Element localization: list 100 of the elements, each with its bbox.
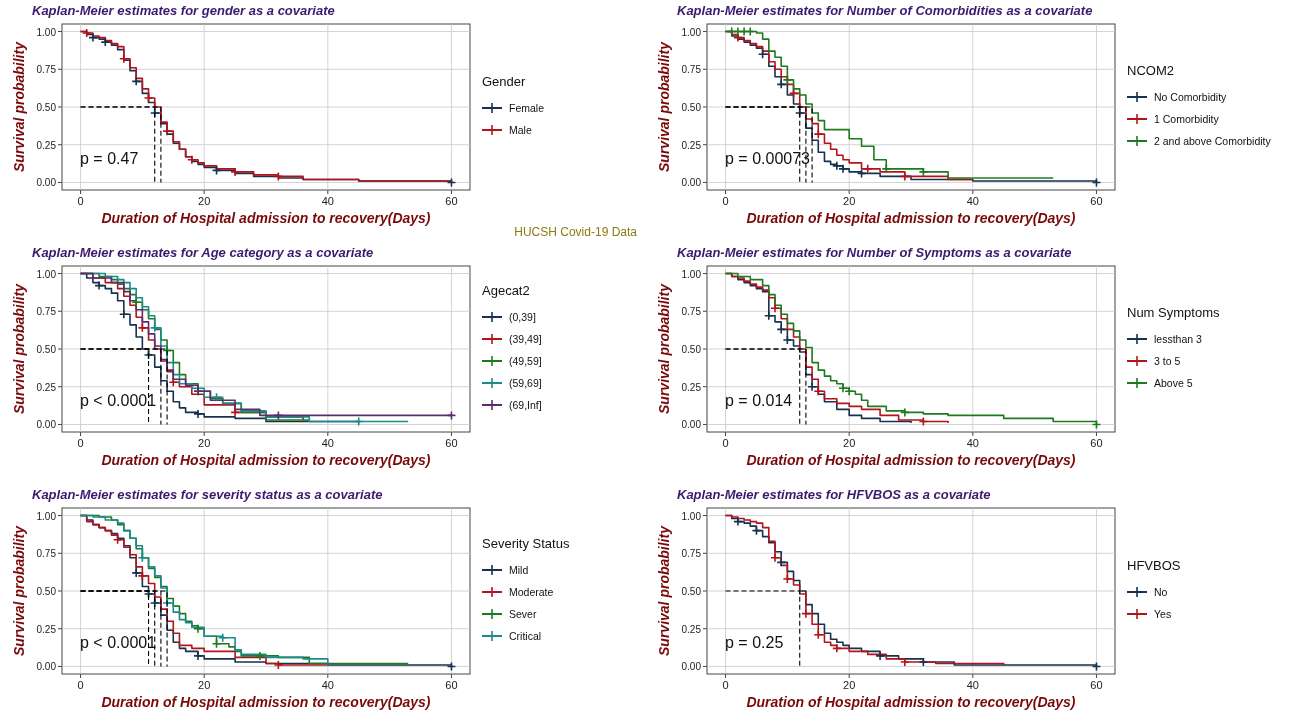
annotation: p = 0.014	[725, 392, 793, 410]
legend-label: 1 Comorbidity	[1154, 113, 1220, 125]
legend-label: Sever	[509, 608, 537, 620]
legend-label: (39,49]	[509, 333, 542, 345]
y-tick-label: 0.75	[36, 64, 57, 76]
x-axis-title: Duration of Hospital admission to recovery(Days)	[101, 694, 431, 710]
x-tick-label: 0	[722, 679, 729, 691]
y-tick-label: 1.00	[681, 268, 702, 280]
legend-label: Female	[509, 102, 545, 114]
x-tick-label: 20	[843, 437, 856, 449]
legend-title: Agecat2	[482, 283, 530, 298]
legend-label: 3 to 5	[1154, 355, 1181, 367]
x-tick-label: 20	[198, 679, 211, 691]
y-tick-label: 0.25	[681, 623, 702, 635]
annotation: p = 0.00073	[725, 150, 811, 168]
annotation: p = 0.47	[80, 150, 139, 168]
x-tick-label: 0	[722, 437, 729, 449]
x-tick-label: 0	[77, 679, 84, 691]
x-tick-label: 0	[77, 437, 84, 449]
x-tick-label: 60	[445, 437, 458, 449]
y-tick-label: 1.00	[681, 510, 702, 522]
y-tick-label: 0.25	[681, 381, 702, 393]
legend-label: Yes	[1154, 608, 1172, 620]
y-tick-label: 0.25	[681, 139, 702, 151]
y-tick-label: 0.75	[681, 64, 702, 76]
legend-title: Severity Status	[482, 536, 570, 551]
legend-label: (49,59]	[509, 355, 542, 367]
legend-label: Moderate	[509, 586, 554, 598]
y-tick-label: 0.75	[36, 306, 57, 318]
y-tick-label: 0.75	[681, 548, 702, 560]
x-tick-label: 40	[321, 195, 334, 207]
legend-label: Male	[509, 124, 532, 136]
legend-title: NCOM2	[1127, 63, 1174, 78]
x-axis-title: Duration of Hospital admission to recovery(Days)	[746, 452, 1076, 468]
y-tick-label: 0.50	[36, 586, 57, 597]
legend-label: (69,Inf]	[509, 399, 542, 411]
y-axis-title: Survival probability	[656, 524, 672, 656]
x-tick-label: 20	[198, 437, 211, 449]
legend-label: Critical	[509, 630, 542, 642]
y-tick-label: 0.00	[681, 419, 702, 431]
x-tick-label: 40	[966, 437, 979, 449]
x-tick-label: 60	[445, 679, 458, 691]
legend-label: No	[1154, 586, 1168, 598]
x-tick-label: 20	[198, 195, 211, 207]
x-tick-label: 60	[445, 195, 458, 207]
y-tick-label: 0.00	[36, 177, 57, 189]
x-tick-label: 60	[1090, 437, 1103, 449]
legend-label: Mild	[509, 564, 529, 576]
y-tick-label: 0.25	[36, 381, 57, 393]
legend-label: Above 5	[1154, 377, 1193, 389]
y-tick-label: 0.75	[36, 548, 57, 560]
x-axis-title: Duration of Hospital admission to recovery(Days)	[746, 694, 1076, 710]
x-axis-title: Duration of Hospital admission to recovery(Days)	[746, 210, 1076, 226]
text: HUCSH Covid-19 Data	[514, 225, 638, 239]
y-tick-label: 0.75	[681, 306, 702, 318]
x-axis-title: Duration of Hospital admission to recovery(Days)	[101, 452, 431, 468]
x-tick-label: 40	[966, 195, 979, 207]
y-axis-title: Survival probability	[11, 524, 27, 656]
x-tick-label: 40	[966, 679, 979, 691]
y-tick-label: 0.25	[36, 139, 57, 151]
y-axis-title: Survival probability	[656, 282, 672, 414]
annotation: p < 0.0001	[80, 634, 157, 652]
y-tick-label: 1.00	[681, 26, 702, 38]
annotation: p = 0.25	[725, 634, 784, 652]
chart-title: Kaplan-Meier estimates for Number of Comorbidities as a covariate	[677, 3, 1093, 18]
legend-label: (0,39]	[509, 311, 536, 323]
chart-title: Kaplan-Meier estimates for HFVBOS as a covariate	[677, 487, 991, 502]
y-tick-label: 0.00	[36, 661, 57, 673]
y-tick-label: 0.00	[681, 661, 702, 673]
legend-title: Num Symptoms	[1127, 305, 1220, 320]
y-tick-label: 1.00	[36, 26, 57, 38]
x-tick-label: 0	[722, 195, 729, 207]
legend-label: lessthan 3	[1154, 333, 1203, 345]
legend-label: 2 and above Comorbidity	[1154, 135, 1272, 147]
y-tick-label: 1.00	[36, 268, 57, 280]
legend-title: HFVBOS	[1127, 558, 1181, 573]
y-tick-label: 0.25	[36, 623, 57, 635]
x-tick-label: 60	[1090, 195, 1103, 207]
chart-title: Kaplan-Meier estimates for Age category as a covariate	[32, 245, 374, 260]
y-tick-label: 0.00	[36, 419, 57, 431]
y-tick-label: 0.50	[681, 102, 702, 113]
x-tick-label: 20	[843, 195, 856, 207]
y-tick-label: 0.00	[681, 177, 702, 189]
annotation: p < 0.0001	[80, 392, 157, 410]
chart-title: Kaplan-Meier estimates for severity status as a covariate	[32, 487, 383, 502]
y-tick-label: 1.00	[36, 510, 57, 522]
y-tick-label: 0.50	[36, 344, 57, 355]
y-tick-label: 0.50	[681, 586, 702, 597]
x-tick-label: 40	[321, 679, 334, 691]
legend-label: (59,69]	[509, 377, 542, 389]
x-tick-label: 0	[77, 195, 84, 207]
x-axis-title: Duration of Hospital admission to recovery(Days)	[101, 210, 431, 226]
chart-title: Kaplan-Meier estimates for Number of Symptoms as a covariate	[677, 245, 1072, 260]
x-tick-label: 20	[843, 679, 856, 691]
y-axis-title: Survival probability	[11, 40, 27, 172]
legend-label: No Comorbidity	[1154, 91, 1228, 103]
legend-title: Gender	[482, 74, 527, 89]
x-tick-label: 60	[1090, 679, 1103, 691]
chart-title: Kaplan-Meier estimates for gender as a covariate	[32, 3, 335, 18]
y-axis-title: Survival probability	[656, 40, 672, 172]
